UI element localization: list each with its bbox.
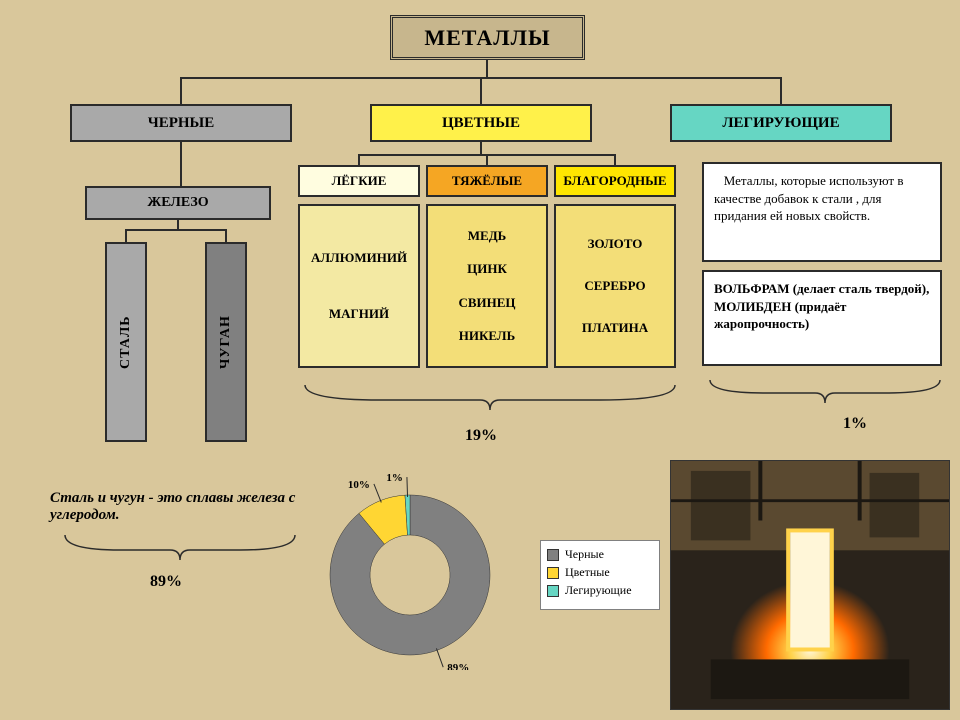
percent-89: 89% xyxy=(150,573,182,591)
alloy-desc: Металлы, которые используют в качестве д… xyxy=(702,162,942,262)
col-heavy: МЕДЬ ЦИНК СВИНЕЦ НИКЕЛЬ xyxy=(426,204,548,368)
foundry-photo xyxy=(670,460,950,710)
castiron-box: ЧУГАН xyxy=(205,242,247,442)
percent-19: 19% xyxy=(465,427,497,445)
item-nickel: НИКЕЛЬ xyxy=(459,328,515,344)
alloy-desc-text: Металлы, которые используют в качестве д… xyxy=(714,173,904,223)
alloy-examples: ВОЛЬФРАМ (делает сталь твердой), МОЛИБДЕ… xyxy=(702,270,942,366)
item-lead: СВИНЕЦ xyxy=(458,295,515,311)
item-platinum: ПЛАТИНА xyxy=(582,320,648,336)
alloy-examples-text: ВОЛЬФРАМ (делает сталь твердой), МОЛИБДЕ… xyxy=(714,281,929,331)
subcat-light-label: ЛЁГКИЕ xyxy=(332,173,387,189)
svg-text:89%: 89% xyxy=(447,662,469,670)
legend-swatch xyxy=(547,585,559,597)
legend-swatch xyxy=(547,567,559,579)
subcat-heavy: ТЯЖЁЛЫЕ xyxy=(426,165,548,197)
chart-legend: Черные Цветные Легирующие xyxy=(540,540,660,610)
legend-row: Цветные xyxy=(547,565,653,580)
percent-1: 1% xyxy=(843,415,867,433)
col-noble: ЗОЛОТО СЕРЕБРО ПЛАТИНА xyxy=(554,204,676,368)
steel-iron-note-text: Сталь и чугун - это сплавы железа с угле… xyxy=(50,490,300,524)
subcat-light: ЛЁГКИЕ xyxy=(298,165,420,197)
legend-label: Легирующие xyxy=(565,583,632,598)
subcat-heavy-label: ТЯЖЁЛЫЕ xyxy=(452,173,522,189)
subcat-noble-label: БЛАГОРОДНЫЕ xyxy=(563,173,666,189)
legend-row: Легирующие xyxy=(547,583,653,598)
donut-chart: 89% 10% 1% xyxy=(310,460,530,670)
legend-swatch xyxy=(547,549,559,561)
item-copper: МЕДЬ xyxy=(468,228,506,244)
item-silver: СЕРЕБРО xyxy=(584,278,645,294)
item-aluminium: АЛЛЮМИНИЙ xyxy=(311,250,407,266)
legend-label: Черные xyxy=(565,547,604,562)
category-alloy: ЛЕГИРУЮЩИЕ xyxy=(670,104,892,142)
subcat-noble: БЛАГОРОДНЫЕ xyxy=(554,165,676,197)
legend-label: Цветные xyxy=(565,565,610,580)
steel-box: СТАЛЬ xyxy=(105,242,147,442)
item-zinc: ЦИНК xyxy=(467,261,507,277)
legend-row: Черные xyxy=(547,547,653,562)
col-light: АЛЛЮМИНИЙ МАГНИЙ xyxy=(298,204,420,368)
item-gold: ЗОЛОТО xyxy=(588,236,643,252)
category-alloy-label: ЛЕГИРУЮЩИЕ xyxy=(722,115,839,132)
svg-text:1%: 1% xyxy=(386,472,403,484)
svg-text:10%: 10% xyxy=(348,479,370,491)
steel-label: СТАЛЬ xyxy=(118,315,134,369)
steel-iron-note: Сталь и чугун - это сплавы железа с угле… xyxy=(50,490,300,524)
castiron-label: ЧУГАН xyxy=(218,315,234,369)
item-magnesium: МАГНИЙ xyxy=(329,306,389,322)
